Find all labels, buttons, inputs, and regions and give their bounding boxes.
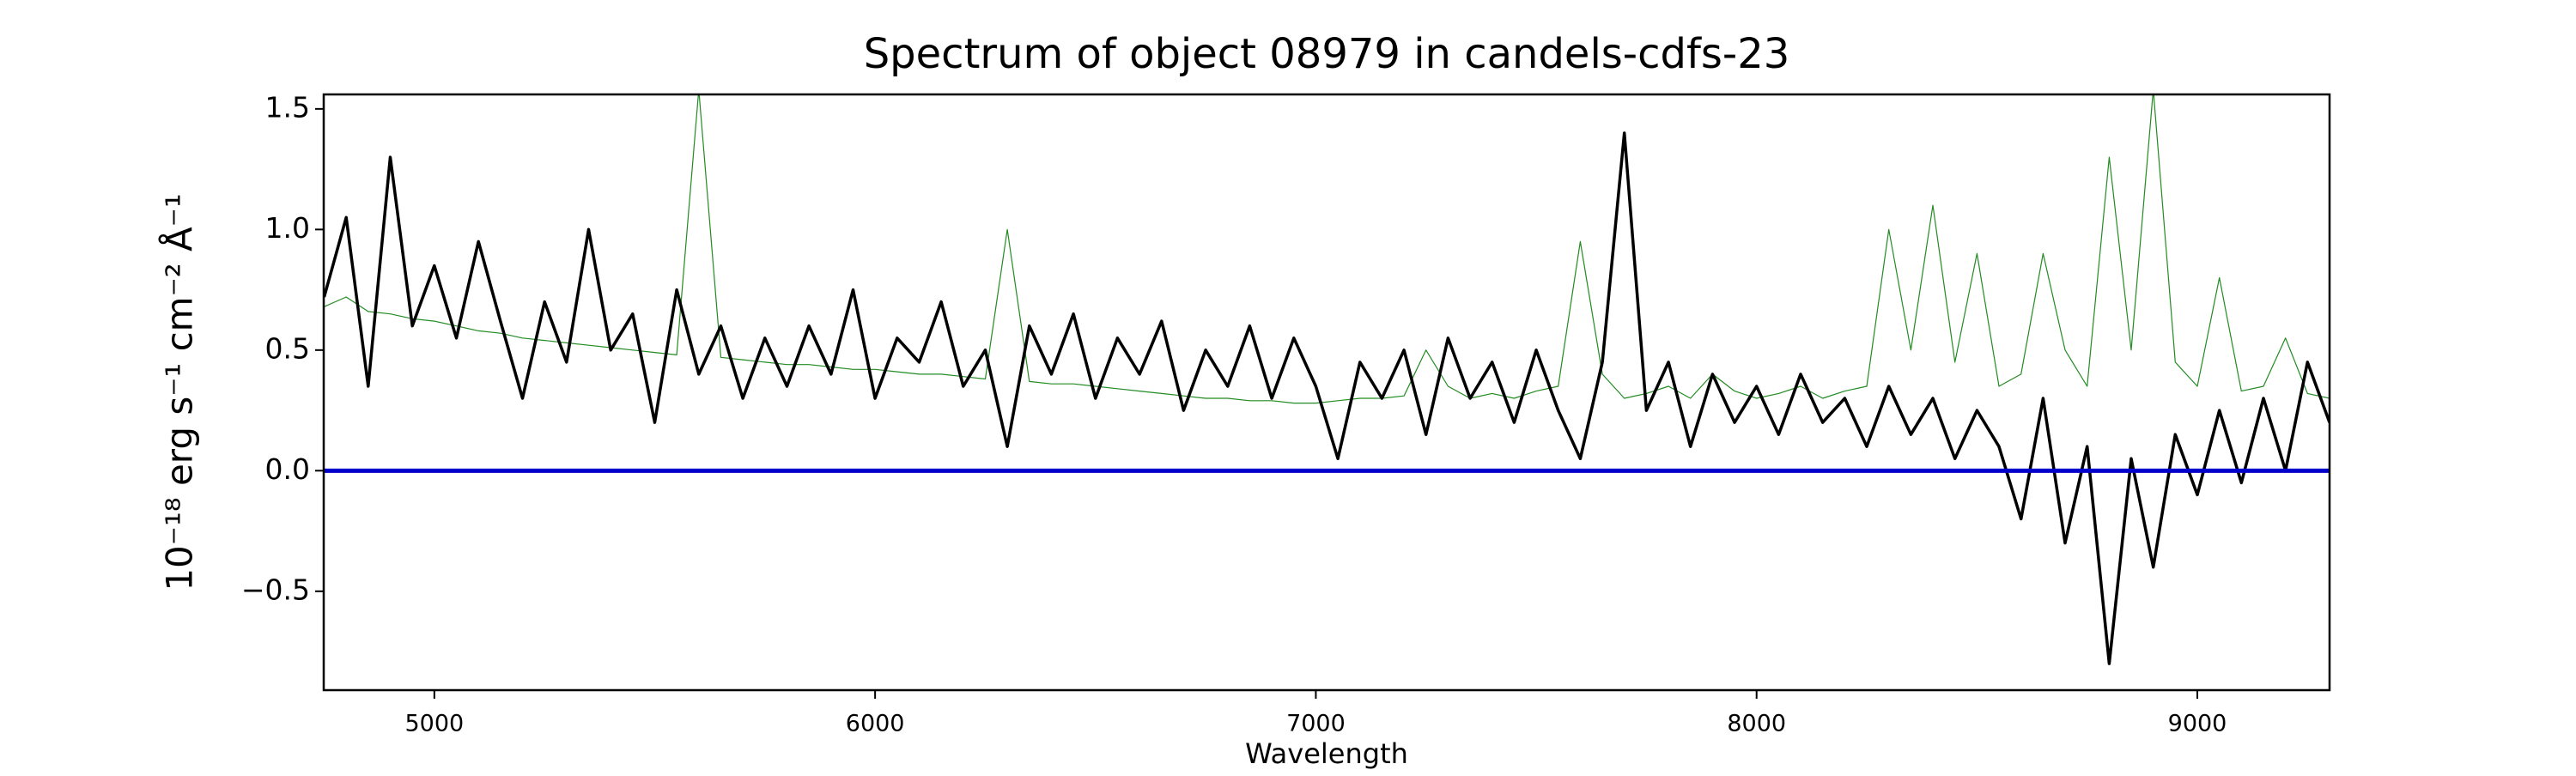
chart-title: Spectrum of object 08979 in candels-cdfs… (864, 30, 1790, 78)
axes-frame (322, 93, 2331, 692)
x-tick-label: 8000 (1727, 711, 1786, 737)
x-tick-label: 5000 (404, 711, 464, 737)
y-axis-label: 10⁻¹⁸ erg s⁻¹ cm⁻² Å⁻¹ (158, 193, 201, 591)
y-tick-label: 1.5 (265, 90, 310, 124)
x-tick-label: 7000 (1286, 711, 1346, 737)
y-tick-label: 1.0 (265, 211, 310, 245)
spectrum-line (324, 94, 2330, 404)
x-tick-label: 6000 (846, 711, 905, 737)
spectrum-line (324, 131, 2330, 665)
y-tick-label: −0.5 (241, 573, 310, 606)
y-tick-label: 0.5 (265, 331, 310, 365)
x-tick-label: 9000 (2168, 711, 2227, 737)
x-axis-label: Wavelength (1245, 737, 1408, 770)
plot-area (324, 94, 2330, 665)
y-tick-label: 0.0 (265, 452, 310, 486)
